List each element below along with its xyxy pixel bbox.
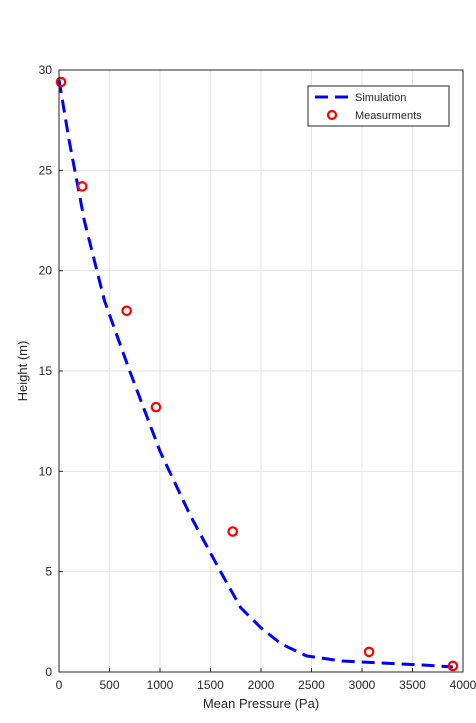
y-tick-label: 15 xyxy=(39,364,53,378)
measurement-point xyxy=(121,305,132,317)
y-tick-label: 0 xyxy=(45,665,52,679)
y-axis-label: Height (m) xyxy=(15,341,30,402)
x-tick-label: 1500 xyxy=(197,678,224,692)
y-tick-label: 30 xyxy=(39,63,53,77)
measurement-point xyxy=(447,660,459,672)
measurement-point xyxy=(55,76,67,88)
x-tick-label: 500 xyxy=(99,678,119,692)
simulation-line xyxy=(57,79,453,669)
measurement-point xyxy=(150,401,162,413)
x-tick-label: 1000 xyxy=(147,678,174,692)
x-tick-label: 0 xyxy=(56,678,63,692)
x-axis-label: Mean Pressure (Pa) xyxy=(203,696,319,711)
series-layer xyxy=(55,76,459,672)
y-tick-label: 25 xyxy=(39,163,53,177)
x-tick-label: 2000 xyxy=(248,678,275,692)
measurement-point xyxy=(227,526,239,537)
y-tick-label: 10 xyxy=(39,464,53,478)
x-tick-label: 2500 xyxy=(298,678,325,692)
legend: Simulation Measurments xyxy=(307,85,450,127)
measurement-point xyxy=(76,181,88,192)
y-tick-label: 5 xyxy=(45,565,52,579)
x-tick-label: 3000 xyxy=(349,678,376,692)
x-tick-label: 4000 xyxy=(450,678,476,692)
y-tick-label: 20 xyxy=(39,264,53,278)
measurement-point xyxy=(363,646,375,658)
legend-label-simulation: Simulation xyxy=(355,92,406,104)
x-tick-label: 3500 xyxy=(399,678,426,692)
legend-swatch-measurments xyxy=(326,109,338,121)
legend-label-measurments: Measurments xyxy=(355,110,422,122)
ticks-layer: 0 500 1000 1500 2000 2500 3000 3500 4000 0 5 10 15 20… xyxy=(39,63,476,692)
